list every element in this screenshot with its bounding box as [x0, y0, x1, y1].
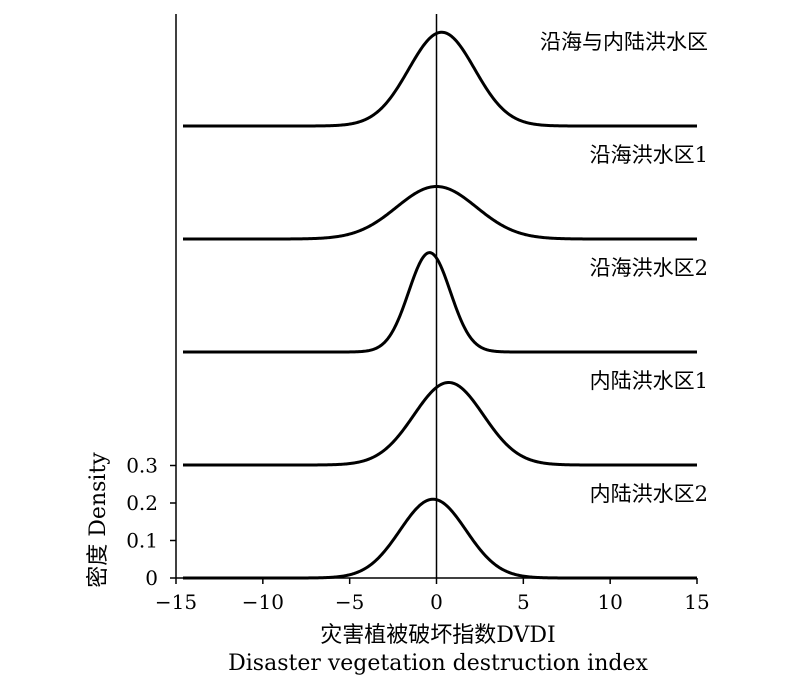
x-tick-label: −10: [242, 590, 284, 614]
x-tick-label: 15: [684, 590, 709, 614]
y-tick-label: 0.1: [126, 529, 158, 553]
y-tick-label: 0.3: [126, 454, 158, 478]
x-tick-label: 5: [517, 590, 530, 614]
series-label: 沿海与内陆洪水区: [540, 30, 708, 54]
y-tick-label: 0: [145, 566, 158, 590]
density-curve: [182, 497, 698, 580]
x-tick-label: 0: [430, 590, 443, 614]
x-tick-label: −5: [335, 590, 364, 614]
series-label: 沿海洪水区2: [590, 256, 708, 280]
density-curve: [182, 30, 698, 128]
x-tick-label: −15: [155, 590, 197, 614]
density-curve: [182, 251, 698, 354]
density-curve: [182, 185, 698, 241]
y-tick-label: 0.2: [126, 491, 158, 515]
x-axis-title-en: Disaster vegetation destruction index: [228, 651, 648, 676]
series-label: 沿海洪水区1: [590, 143, 708, 167]
y-ticks: 0 0.1 0.2 0.3: [126, 454, 176, 590]
x-ticks: −15 −10 −5 0 5 10 15: [155, 578, 710, 614]
y-axis-title: 密度 Density: [86, 452, 111, 588]
x-tick-label: 10: [597, 590, 622, 614]
series-label: 内陆洪水区1: [590, 369, 708, 393]
x-axis-title-cn: 灾害植被破坏指数DVDI: [320, 623, 555, 648]
series-label: 内陆洪水区2: [590, 482, 708, 506]
density-curve: [182, 381, 698, 467]
